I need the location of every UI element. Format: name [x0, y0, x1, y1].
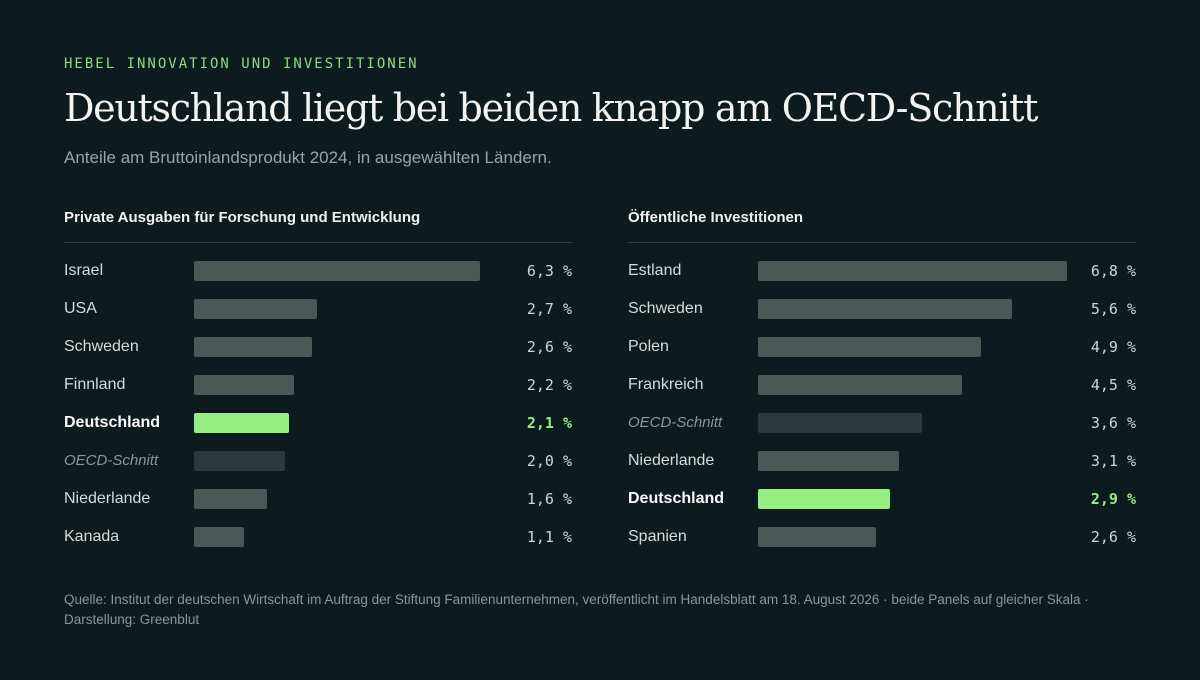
bar-row: Deutschland 2,1 % [64, 404, 572, 442]
bar-row: USA 2,7 % [64, 290, 572, 328]
bar [758, 375, 962, 395]
value-label: 2,2 % [526, 376, 572, 394]
value-label: 4,5 % [1090, 376, 1136, 394]
bar [758, 489, 890, 509]
value-label: 2,6 % [526, 338, 572, 356]
bar [194, 413, 289, 433]
category-label: Estland [628, 262, 682, 279]
category-label: Niederlande [64, 490, 151, 507]
category-label: OECD-Schnitt [64, 452, 159, 469]
panel-title: Private Ausgaben für Forschung und Entwi… [64, 209, 421, 226]
value-label: 6,3 % [526, 262, 572, 280]
bar-list: Estland 6,8 % Schweden 5,6 % Polen 4,9 % Frank… [628, 252, 1136, 556]
bar-row: Polen 4,9 % [628, 328, 1136, 366]
category-label: Kanada [64, 528, 120, 545]
bar-row: Estland 6,8 % [628, 252, 1136, 290]
bar [758, 337, 981, 357]
value-label: 2,6 % [1090, 528, 1136, 546]
category-label: OECD-Schnitt [628, 414, 723, 431]
value-label: 2,1 % [526, 414, 572, 432]
bar-row: Israel 6,3 % [64, 252, 572, 290]
category-label: Finnland [64, 376, 126, 393]
divider [628, 242, 1136, 243]
value-label: 3,1 % [1090, 452, 1136, 470]
value-label: 1,6 % [526, 490, 572, 508]
bar [758, 299, 1012, 319]
category-label: Israel [64, 262, 104, 279]
chart-subtitle: Anteile am Bruttoinlandsprodukt 2024, in… [64, 148, 552, 167]
divider [64, 242, 572, 243]
bar [758, 413, 922, 433]
bar [758, 527, 876, 547]
bar [194, 261, 480, 281]
panel-title: Öffentliche Investitionen [628, 209, 804, 226]
bar-row: OECD-Schnitt 2,0 % [64, 442, 572, 480]
bar-row: OECD-Schnitt 3,6 % [628, 404, 1136, 442]
panel-public-investment: Öffentliche Investitionen Estland 6,8 % Sc… [628, 207, 1136, 547]
category-label: USA [64, 300, 97, 317]
panel-private-rd: Private Ausgaben für Forschung und Entwi… [64, 207, 572, 547]
category-label: Deutschland [628, 490, 725, 507]
bar-row: Schweden 5,6 % [628, 290, 1136, 328]
category-label: Niederlande [628, 452, 715, 469]
value-label: 3,6 % [1090, 414, 1136, 432]
value-label: 5,6 % [1090, 300, 1136, 318]
bar [194, 451, 285, 471]
kicker: HEBEL INNOVATION UND INVESTITIONEN [64, 56, 419, 72]
bar [194, 337, 312, 357]
bar-row: Finnland 2,2 % [64, 366, 572, 404]
bar-row: Spanien 2,6 % [628, 518, 1136, 556]
bar-row: Frankreich 4,5 % [628, 366, 1136, 404]
bar [758, 261, 1067, 281]
value-label: 4,9 % [1090, 338, 1136, 356]
value-label: 2,9 % [1090, 490, 1136, 508]
bar [758, 451, 899, 471]
source-note: Quelle: Institut der deutschen Wirtschaf… [64, 592, 1089, 627]
bar [194, 489, 267, 509]
value-label: 6,8 % [1090, 262, 1136, 280]
bar [194, 527, 244, 547]
category-label: Schweden [628, 300, 703, 317]
chart-title: Deutschland liegt bei beiden knapp am OE… [64, 86, 1038, 130]
bar-row: Kanada 1,1 % [64, 518, 572, 556]
category-label: Spanien [628, 528, 687, 545]
category-label: Frankreich [628, 376, 704, 393]
value-label: 2,7 % [526, 300, 572, 318]
value-label: 1,1 % [526, 528, 572, 546]
bar-list: Israel 6,3 % USA 2,7 % Schweden 2,6 % Finnland… [64, 252, 572, 556]
bar [194, 375, 294, 395]
bar-row: Niederlande 3,1 % [628, 442, 1136, 480]
bar-row: Schweden 2,6 % [64, 328, 572, 366]
bar-row: Niederlande 1,6 % [64, 480, 572, 518]
bar [194, 299, 317, 319]
bar-row: Deutschland 2,9 % [628, 480, 1136, 518]
category-label: Deutschland [64, 414, 161, 431]
value-label: 2,0 % [526, 452, 572, 470]
category-label: Schweden [64, 338, 139, 355]
category-label: Polen [628, 338, 669, 355]
